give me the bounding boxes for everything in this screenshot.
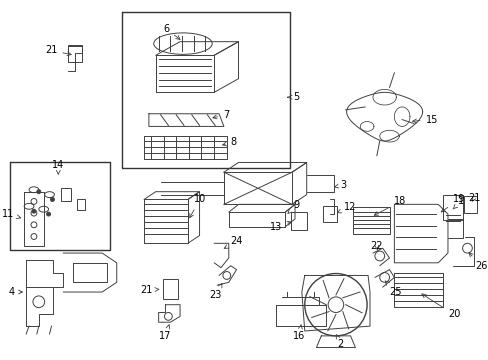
Text: 21: 21 [140, 285, 159, 295]
Text: 21: 21 [45, 45, 71, 56]
Circle shape [50, 198, 54, 202]
Text: 11: 11 [2, 209, 20, 219]
Text: 5: 5 [287, 92, 299, 102]
Text: 25: 25 [385, 281, 401, 297]
Bar [61, 188, 71, 202]
Text: 21: 21 [467, 193, 480, 203]
Text: 9: 9 [287, 200, 299, 213]
Text: 15: 15 [412, 114, 437, 125]
Bar [442, 195, 462, 220]
Text: 19: 19 [440, 194, 464, 212]
Circle shape [32, 209, 36, 213]
Text: 12: 12 [337, 202, 355, 213]
Text: 23: 23 [209, 284, 222, 300]
Text: 4: 4 [8, 287, 22, 297]
Circle shape [46, 212, 50, 216]
Bar [68, 45, 81, 62]
Text: 8: 8 [222, 137, 236, 147]
Bar [323, 206, 336, 222]
Text: 17: 17 [159, 325, 171, 341]
Text: 24: 24 [224, 237, 243, 248]
Text: 7: 7 [212, 110, 229, 120]
Text: 22: 22 [370, 241, 382, 251]
Circle shape [37, 190, 41, 194]
Text: 18: 18 [373, 197, 406, 215]
Bar [463, 195, 476, 213]
Bar [162, 279, 178, 299]
Bar [290, 212, 306, 230]
Bar [77, 198, 84, 210]
Text: 16: 16 [292, 325, 305, 341]
Text: 3: 3 [334, 180, 346, 190]
Text: 6: 6 [163, 24, 180, 40]
Text: 13: 13 [269, 221, 291, 232]
Text: 2: 2 [336, 335, 343, 348]
Text: 20: 20 [421, 294, 459, 319]
Text: 14: 14 [52, 161, 64, 174]
Text: 26: 26 [468, 253, 487, 271]
Text: 1: 1 [452, 197, 463, 209]
Text: 10: 10 [189, 194, 205, 218]
